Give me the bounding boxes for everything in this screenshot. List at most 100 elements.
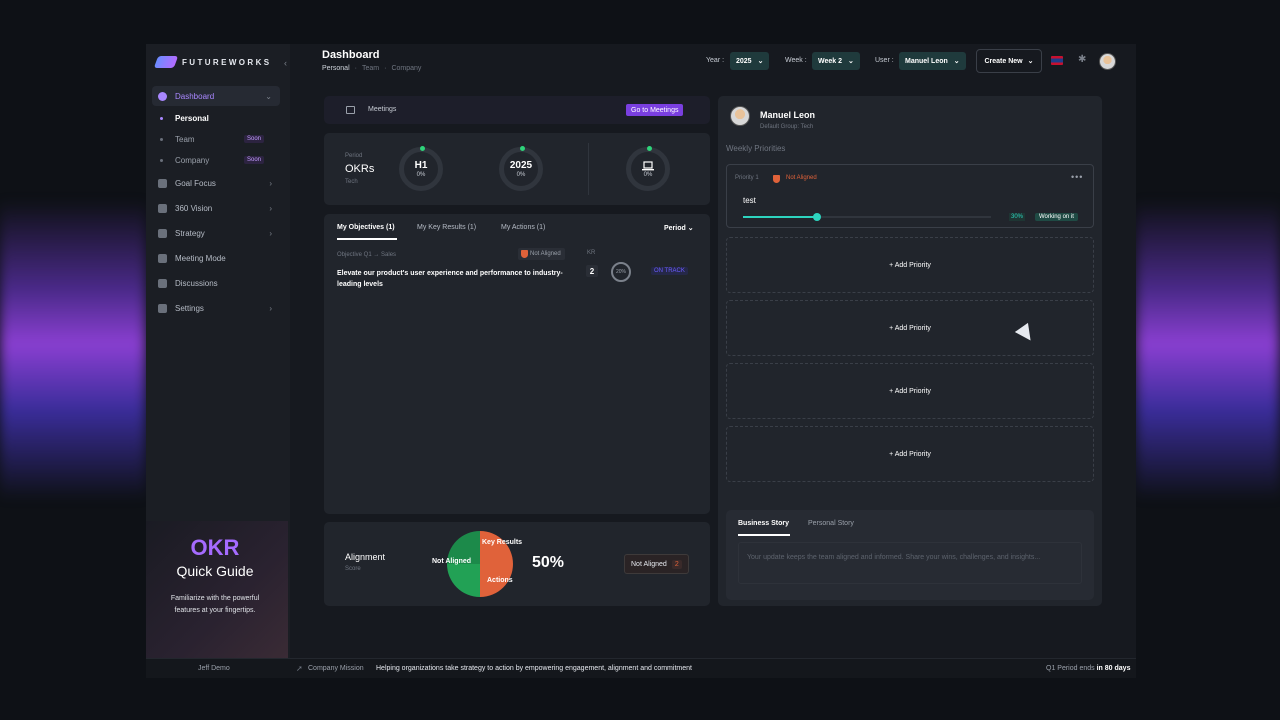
kr-count: 2 — [586, 265, 598, 277]
tab-business-story[interactable]: Business Story — [738, 520, 789, 527]
okrs-panel: Period OKRs Tech H1 0% 2025 0% 0% — [324, 133, 710, 205]
sidebar-item-dashboard[interactable]: Dashboard ⌄ — [152, 86, 280, 106]
background-glow-left — [0, 200, 146, 500]
user-select[interactable]: Manuel Leon ⌄ — [899, 52, 966, 70]
sidebar-item-discussions[interactable]: Discussions — [152, 273, 280, 293]
priority-label: Priority 1 — [735, 175, 759, 181]
priority-progress-slider[interactable] — [743, 213, 991, 221]
calendar-icon — [346, 106, 355, 114]
footer-user: Jeff Demo — [198, 665, 230, 672]
profile-name: Manuel Leon — [760, 110, 816, 120]
ring-label: 2025 — [509, 160, 533, 171]
meetings-label: Meetings — [368, 106, 397, 113]
alignment-panel: Alignment Score Key Results Not Aligned Ac… — [324, 522, 710, 606]
more-options-icon[interactable]: ••• — [1071, 172, 1084, 182]
meetings-bar: Meetings Go to Meetings — [324, 96, 710, 124]
alignment-pie-chart: Key Results Not Aligned Actions — [432, 531, 522, 597]
sidebar-item-label: Strategy — [175, 228, 205, 238]
sidebar-item-label: Dashboard — [175, 91, 215, 101]
bullet-icon — [160, 158, 163, 162]
sidebar-item-goal-focus[interactable]: Goal Focus › — [152, 173, 280, 193]
okr-ring-h1[interactable]: H1 0% — [399, 146, 443, 191]
alignment-title: Alignment — [345, 552, 386, 562]
soon-badge: Soon — [243, 156, 264, 164]
guide-text: Familiarize with the powerful features a… — [170, 595, 260, 614]
status-dot — [647, 146, 652, 151]
rocket-icon: ➚ — [296, 664, 303, 673]
laptop-icon — [642, 160, 654, 170]
collapse-sidebar-icon[interactable]: ‹ — [284, 58, 287, 68]
story-textarea[interactable]: Your update keeps the team aligned and i… — [738, 542, 1082, 584]
chevron-right-icon: › — [269, 228, 272, 238]
period-ends-prefix: Q1 Period ends — [1046, 665, 1095, 672]
dashboard-icon — [158, 91, 167, 101]
brand[interactable]: FUTUREWORKS — [153, 56, 272, 68]
add-priority-button[interactable]: + Add Priority — [726, 300, 1094, 356]
sidebar-subitem-personal[interactable]: Personal — [160, 110, 278, 126]
period-ends: Q1 Period ends in 80 days — [1046, 665, 1130, 672]
priority-status-badge[interactable]: Working on it — [1035, 213, 1078, 221]
objective-title[interactable]: Elevate our product's user experience an… — [337, 270, 563, 288]
not-aligned-filter[interactable]: Not Aligned 2 — [624, 554, 689, 574]
sidebar-item-settings[interactable]: Settings › — [152, 298, 280, 318]
create-new-button[interactable]: Create New ⌄ — [976, 49, 1042, 73]
period-dropdown[interactable]: Period ⌄ — [664, 224, 694, 232]
user-label: User : — [875, 57, 894, 64]
priority-card[interactable]: Priority 1 Not Aligned ••• test 30% Work… — [726, 164, 1094, 228]
priority-progress-text: 30% — [1009, 213, 1026, 221]
kr-label: KR — [587, 250, 596, 256]
tab-personal-story[interactable]: Personal Story — [808, 520, 854, 527]
sidebar-item-360-vision[interactable]: 360 Vision › — [152, 198, 280, 218]
not-aligned-label: Not Aligned — [530, 251, 561, 257]
year-label: Year : — [706, 57, 725, 64]
okr-ring-laptop[interactable]: 0% — [626, 146, 670, 191]
sidebar-item-label: Goal Focus — [175, 178, 216, 188]
tab-my-objectives[interactable]: My Objectives (1) — [337, 224, 395, 231]
sidebar-subitem-label: Personal — [175, 113, 209, 123]
breadcrumb-company[interactable]: Company — [391, 65, 422, 72]
pie-slice — [447, 531, 480, 564]
add-priority-button[interactable]: + Add Priority — [726, 363, 1094, 419]
breadcrumb-team[interactable]: Team — [361, 65, 380, 72]
settings-icon — [158, 303, 167, 313]
add-priority-button[interactable]: + Add Priority — [726, 237, 1094, 293]
breadcrumb-separator: · — [354, 65, 357, 72]
week-select[interactable]: Week 2 ⌄ — [812, 52, 860, 70]
breadcrumb-separator: · — [384, 65, 387, 72]
profile-panel: Manuel Leon Default Group: Tech Weekly P… — [718, 96, 1102, 606]
shield-icon — [521, 250, 528, 258]
chevron-down-icon: ⌄ — [848, 58, 854, 65]
week-label: Week : — [785, 57, 807, 64]
meeting-icon — [158, 253, 167, 263]
tab-my-key-results[interactable]: My Key Results (1) — [417, 224, 477, 231]
ring-percent: 0% — [516, 172, 526, 178]
divider — [588, 143, 589, 195]
sidebar-item-label: 360 Vision — [175, 203, 213, 213]
sidebar-item-strategy[interactable]: Strategy › — [152, 223, 280, 243]
okr-quick-guide-card[interactable]: OKR Quick Guide Familiarize with the pow… — [146, 521, 288, 658]
sidebar-subitem-company[interactable]: Company Soon — [160, 152, 278, 168]
okrs-group: Tech — [345, 179, 358, 185]
sidebar-subitem-team[interactable]: Team Soon — [160, 131, 278, 147]
go-to-meetings-button[interactable]: Go to Meetings — [626, 104, 684, 116]
slider-handle[interactable] — [813, 213, 822, 221]
breadcrumb-personal[interactable]: Personal — [322, 65, 350, 72]
avatar[interactable] — [1099, 53, 1116, 70]
gear-icon[interactable]: ✱ — [1078, 54, 1087, 65]
create-new-label: Create New — [984, 57, 1023, 65]
uk-flag-icon[interactable] — [1051, 56, 1063, 65]
guide-title: OKR — [190, 535, 240, 560]
status-dot — [420, 146, 425, 151]
soon-badge: Soon — [243, 135, 264, 143]
avatar — [730, 106, 750, 126]
sidebar-item-meeting-mode[interactable]: Meeting Mode — [152, 248, 280, 268]
bullet-icon — [160, 116, 163, 120]
not-aligned-count: 2 — [671, 559, 682, 569]
tab-my-actions[interactable]: My Actions (1) — [501, 224, 546, 231]
add-priority-button[interactable]: + Add Priority — [726, 426, 1094, 482]
year-select[interactable]: 2025 ⌄ — [730, 52, 770, 70]
guide-subtitle: Quick Guide — [176, 563, 254, 579]
tab-underline — [738, 534, 790, 536]
not-aligned-badge: Not Aligned — [518, 248, 565, 260]
okr-ring-2025[interactable]: 2025 0% — [499, 146, 543, 191]
